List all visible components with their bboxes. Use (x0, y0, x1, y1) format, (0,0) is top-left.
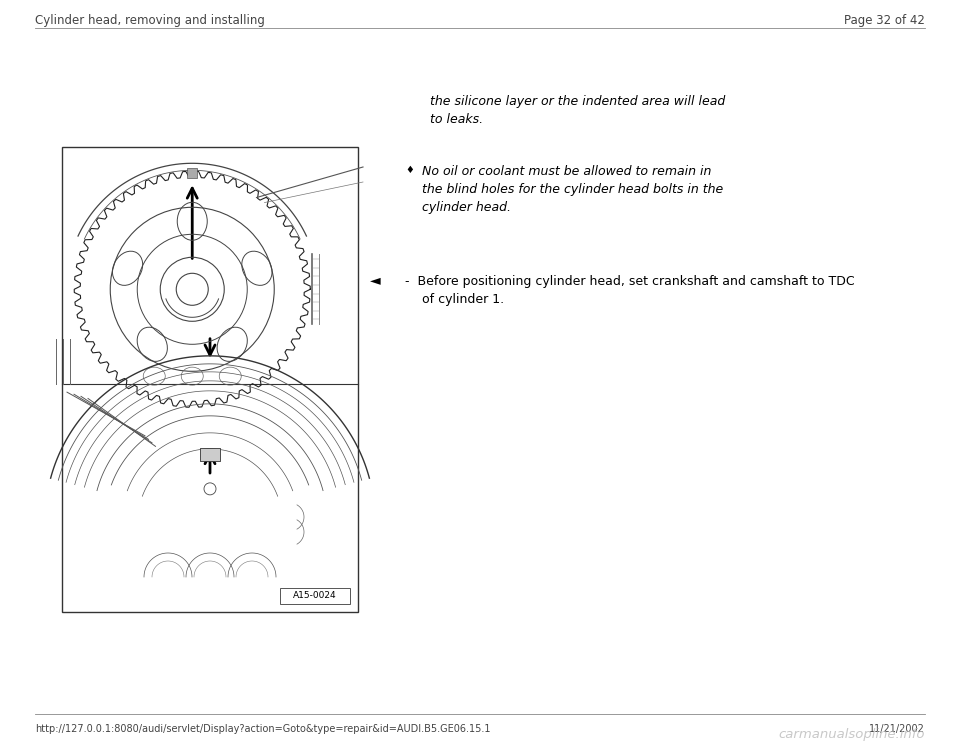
Bar (62, 147, 358, 612)
Text: ♦: ♦ (405, 165, 414, 175)
Text: ◄: ◄ (370, 273, 380, 287)
Bar (280, 588, 350, 604)
Text: No oil or coolant must be allowed to remain in: No oil or coolant must be allowed to rem… (422, 165, 711, 178)
Bar (200, 448, 220, 461)
Text: A15-0024: A15-0024 (293, 591, 337, 600)
Text: cylinder head.: cylinder head. (422, 201, 511, 214)
Circle shape (204, 483, 216, 495)
Text: Page 32 of 42: Page 32 of 42 (844, 14, 925, 27)
Text: the blind holes for the cylinder head bolts in the: the blind holes for the cylinder head bo… (422, 183, 723, 196)
Text: 11/21/2002: 11/21/2002 (869, 724, 925, 734)
Text: -  Before positioning cylinder head, set crankshaft and camshaft to TDC: - Before positioning cylinder head, set … (405, 275, 854, 288)
Text: of cylinder 1.: of cylinder 1. (422, 293, 504, 306)
Text: Cylinder head, removing and installing: Cylinder head, removing and installing (35, 14, 265, 27)
Text: http://127.0.0.1:8080/audi/servlet/Display?action=Goto&type=repair&id=AUDI.B5.GE: http://127.0.0.1:8080/audi/servlet/Displ… (35, 724, 491, 734)
Text: carmanualsopline.info: carmanualsopline.info (779, 728, 925, 741)
Bar (187, 168, 197, 178)
Text: the silicone layer or the indented area will lead: the silicone layer or the indented area … (430, 95, 725, 108)
Text: to leaks.: to leaks. (430, 113, 483, 126)
